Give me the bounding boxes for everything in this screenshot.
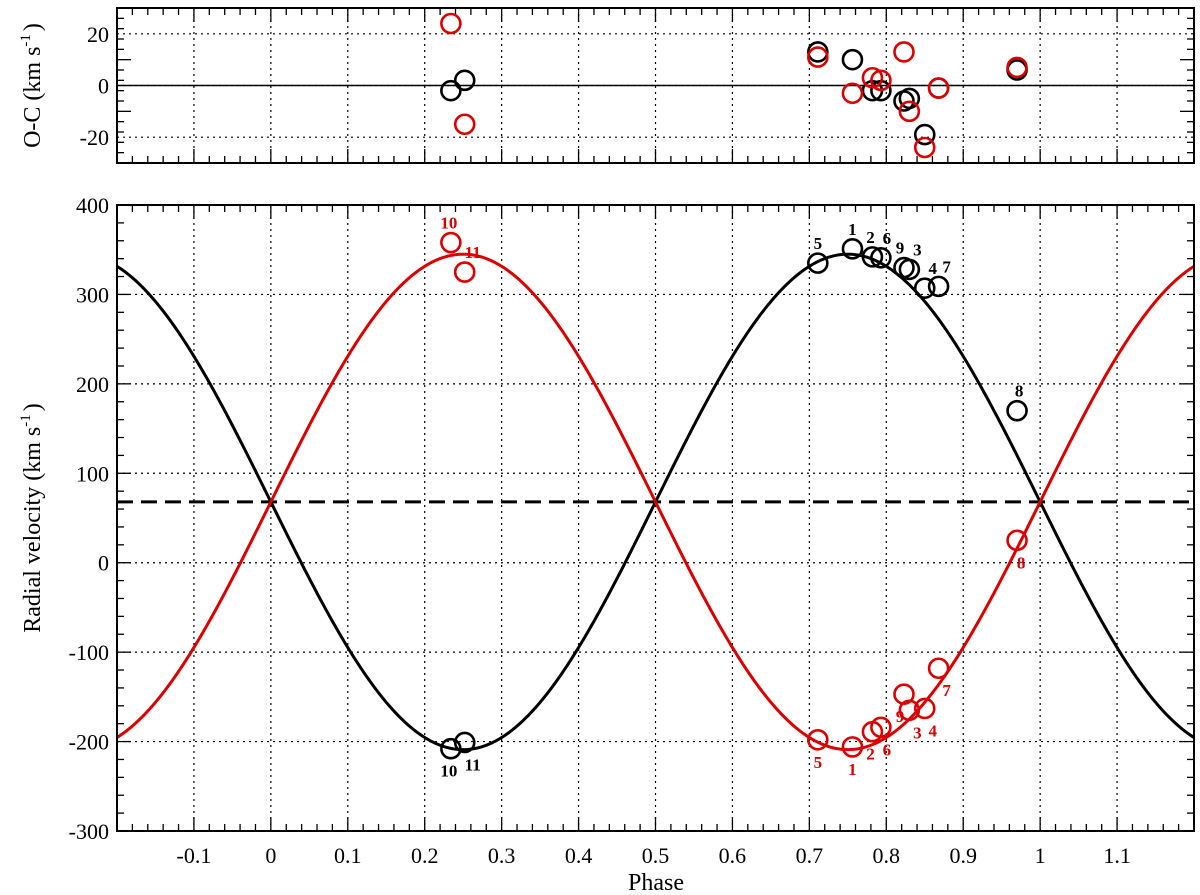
y-tick-label: 20 xyxy=(87,22,109,47)
y-tick-label: 300 xyxy=(76,282,109,307)
primary-data-point xyxy=(861,246,884,268)
primary-data-point xyxy=(807,252,829,274)
secondary-data-point xyxy=(440,12,462,35)
point-label: 7 xyxy=(942,257,951,276)
primary-data-point xyxy=(913,277,936,299)
secondary-data-point xyxy=(1006,529,1028,552)
plot-frame xyxy=(116,204,1195,832)
point-label: 4 xyxy=(929,259,938,278)
primary-data-point xyxy=(440,79,462,102)
y-tick-label: 0 xyxy=(98,74,109,99)
secondary-data-point xyxy=(913,697,936,720)
point-label: 5 xyxy=(814,234,823,253)
x-tick-label: 0.7 xyxy=(796,843,824,868)
point-label: 6 xyxy=(883,740,892,759)
point-label: 9 xyxy=(896,239,905,258)
secondary-data-point xyxy=(913,136,936,159)
y-axis-title-main: O-C (km s xyxy=(20,47,46,148)
primary-data-point xyxy=(453,69,476,92)
point-label: 3 xyxy=(913,723,922,742)
secondary-data-point xyxy=(893,683,915,705)
primary-data-point xyxy=(1006,399,1028,422)
x-tick-label: 1 xyxy=(1035,843,1046,868)
x-tick-label: 0 xyxy=(265,843,276,868)
secondary-data-point xyxy=(870,716,892,739)
point-label: 2 xyxy=(866,228,875,247)
secondary-data-point xyxy=(440,231,462,254)
primary-data-point xyxy=(453,731,476,754)
x-tick-label: 0.4 xyxy=(565,843,593,868)
x-tick-label: 0.5 xyxy=(642,843,670,868)
point-label: 9 xyxy=(896,707,905,726)
secondary-data-point xyxy=(807,46,829,68)
point-label: 8 xyxy=(1017,553,1026,572)
primary-data-point xyxy=(927,275,950,298)
y-tick-label: 200 xyxy=(76,372,109,397)
secondary-data-point xyxy=(870,69,892,92)
point-label: 10 xyxy=(440,762,457,781)
secondary-data-point xyxy=(927,77,950,99)
secondary-data-point xyxy=(1006,56,1028,79)
secondary-data-point xyxy=(841,82,864,105)
secondary-data-point xyxy=(841,736,864,758)
x-tick-label: 1.1 xyxy=(1103,843,1131,868)
y-axis-title: O-C (km s-1) xyxy=(18,23,46,148)
secondary-data-point xyxy=(927,657,950,680)
x-tick-label: 0.9 xyxy=(949,843,977,868)
y-axis-title-sup: -1 xyxy=(18,34,34,47)
primary-data-point xyxy=(913,123,936,146)
y-axis-title-end: ) xyxy=(20,403,46,411)
y-tick-label: -100 xyxy=(69,640,109,665)
primary-data-point xyxy=(807,41,829,63)
point-label: 11 xyxy=(465,243,481,262)
secondary-data-point xyxy=(898,100,921,123)
y-tick-label: -200 xyxy=(69,730,109,755)
x-tick-label: 0.2 xyxy=(411,843,439,868)
x-tick-label: -0.1 xyxy=(177,843,212,868)
point-label: 10 xyxy=(440,214,457,233)
x-axis-title: Phase xyxy=(628,870,684,895)
primary-data-point xyxy=(898,87,921,110)
point-label: 1 xyxy=(848,760,857,779)
point-label: 5 xyxy=(814,753,823,772)
secondary-model-curve xyxy=(117,252,1194,752)
secondary-data-point xyxy=(453,113,476,136)
x-tick-label: 0.1 xyxy=(334,843,362,868)
x-tick-label: 0.8 xyxy=(873,843,901,868)
x-tick-label: 0.6 xyxy=(719,843,747,868)
y-axis-title-main: Radial velocity (km s xyxy=(20,427,46,633)
secondary-data-point xyxy=(807,728,829,751)
y-tick-label: 100 xyxy=(76,461,109,486)
primary-data-point xyxy=(440,737,462,760)
point-label: 8 xyxy=(1015,382,1024,401)
point-label: 6 xyxy=(883,229,892,248)
secondary-data-point xyxy=(893,41,915,63)
secondary-data-point xyxy=(861,66,884,89)
point-label: 4 xyxy=(929,721,938,740)
y-axis-title-end: ) xyxy=(20,23,46,31)
y-tick-label: 400 xyxy=(76,193,109,218)
primary-data-point xyxy=(870,246,892,269)
point-label: 11 xyxy=(465,755,481,774)
primary-data-point xyxy=(893,256,915,279)
x-tick-label: 0.3 xyxy=(488,843,516,868)
primary-data-point xyxy=(841,48,864,71)
radial-velocity-panel: 400 300 200 100 0 -100 -200 -300 -0.1 0 0.1 0.2 0.3 0… xyxy=(18,193,1195,868)
plot-frame xyxy=(116,7,1195,164)
point-label: 2 xyxy=(866,745,875,764)
residuals-panel: 20 0 -20 O-C (km s-1) xyxy=(18,7,1195,164)
y-tick-label: -300 xyxy=(69,819,109,844)
point-label: 3 xyxy=(913,240,922,259)
y-axis-title-sup: -1 xyxy=(18,414,34,427)
point-label: 7 xyxy=(942,681,951,700)
y-axis-title: Radial velocity (km s-1) xyxy=(18,403,46,632)
primary-data-point xyxy=(841,238,864,260)
secondary-data-point xyxy=(453,261,476,283)
y-tick-label: -20 xyxy=(80,125,109,150)
y-tick-label: 0 xyxy=(98,551,109,576)
point-label: 1 xyxy=(848,220,857,239)
